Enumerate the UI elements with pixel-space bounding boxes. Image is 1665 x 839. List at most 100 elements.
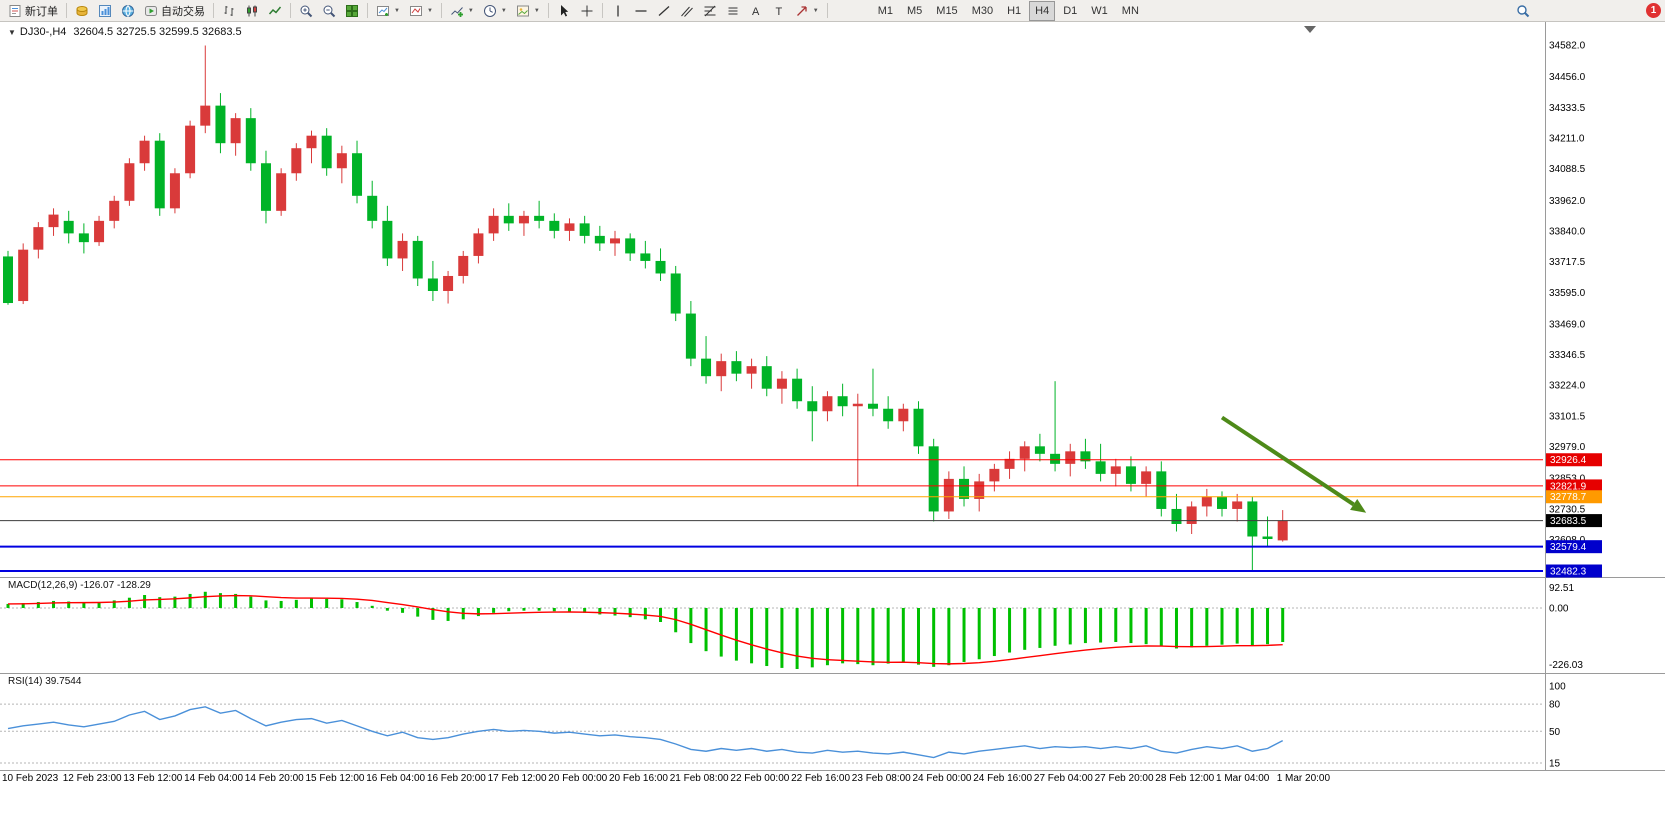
timeframe-group: M1 M5 M15 M30 H1 H4 D1 W1 MN — [872, 0, 1145, 21]
chart-profiles-button[interactable]: ▼ — [405, 1, 437, 21]
text-button[interactable]: A — [745, 1, 767, 21]
candle-body — [883, 408, 894, 422]
trend-arrow[interactable] — [1220, 415, 1367, 513]
community-button[interactable] — [117, 1, 139, 21]
timeframe-m30[interactable]: M30 — [971, 4, 994, 17]
bar-chart-mode-button[interactable] — [218, 1, 240, 21]
separator — [213, 3, 214, 18]
arrows-icon — [796, 5, 807, 16]
candle-body — [685, 313, 696, 359]
rsi-indicator-label: RSI(14) 39.7544 — [8, 676, 81, 687]
chevron-down-icon: ▼ — [394, 7, 400, 14]
rsi-scale-label: 100 — [1549, 682, 1566, 693]
candle-body — [169, 173, 180, 209]
notification-badge[interactable]: 1 — [1646, 3, 1661, 18]
zoom-in-button[interactable] — [295, 1, 317, 21]
one-click-expander[interactable]: ▼ — [8, 28, 16, 37]
trendline-icon — [658, 5, 670, 16]
date-label: 28 Feb 12:00 — [1155, 773, 1214, 784]
label-button[interactable]: T — [768, 1, 790, 21]
new-order-button[interactable]: 新订单 — [4, 1, 62, 21]
line-chart-mode-icon — [268, 6, 282, 14]
chart-symbol: DJ30-,H4 — [19, 26, 67, 38]
fibonacci-icon — [704, 5, 716, 16]
candle-body — [1232, 501, 1243, 509]
rsi-value: 39.7544 — [45, 676, 82, 687]
zoom-in-icon — [300, 5, 313, 17]
candle-body — [1034, 446, 1045, 454]
candle-body — [928, 446, 939, 512]
timeframe-mn[interactable]: MN — [1121, 4, 1139, 17]
separator — [826, 3, 828, 18]
tile-windows-icon — [346, 4, 358, 17]
timeframe-h1[interactable]: H1 — [1007, 4, 1022, 17]
candle-body — [48, 214, 59, 228]
line-chart-mode-button[interactable] — [264, 1, 286, 21]
candle-body — [336, 153, 347, 169]
new-chart-button[interactable]: ▼ — [372, 1, 404, 21]
arrows-button[interactable]: ▼ — [791, 1, 823, 21]
candle-body — [458, 255, 469, 276]
candle-body — [1247, 501, 1258, 537]
vertical-line-button[interactable] — [607, 1, 629, 21]
zoom-out-button[interactable] — [318, 1, 340, 21]
candle-body — [1277, 520, 1288, 541]
date-label: 16 Feb 04:00 — [366, 773, 425, 784]
timeframe-w1[interactable]: W1 — [1091, 4, 1108, 17]
price-axis[interactable]: 34582.0 34456.0 34333.5 34211.0 34088.5 33962… — [1549, 41, 1586, 547]
tile-windows-button[interactable] — [341, 1, 363, 21]
horizontal-line-icon — [635, 9, 647, 12]
market-watch-button[interactable] — [71, 1, 93, 21]
crosshair-button[interactable] — [576, 1, 598, 21]
price-tick: 33224.0 — [1549, 381, 1586, 392]
data-window-icon — [99, 4, 111, 17]
crosshair-icon — [581, 5, 593, 16]
templates-button[interactable]: ▼ — [512, 1, 544, 21]
timeframe-m1[interactable]: M1 — [877, 4, 893, 17]
price-tick: 32853.0 — [1549, 474, 1586, 485]
date-label: 27 Feb 20:00 — [1095, 773, 1154, 784]
timeframe-m5[interactable]: M5 — [907, 4, 923, 17]
candle-body — [913, 408, 924, 447]
shapes-button[interactable] — [722, 1, 744, 21]
candle-body — [1095, 461, 1106, 474]
chart-ohlc: 32604.5 32725.5 32599.5 32683.5 — [73, 26, 242, 38]
price-badge-label: 32926.4 — [1550, 455, 1587, 466]
chart-shift-marker[interactable] — [1304, 26, 1316, 33]
candle-body — [200, 105, 211, 126]
price-badge-32821.9 — [1546, 479, 1602, 493]
autotrade-button[interactable]: 自动交易 — [140, 1, 209, 21]
candle-body — [518, 215, 529, 224]
zoom-out-icon — [323, 5, 336, 17]
macd-pane: 92.51 0.00 -226.03 — [0, 583, 1583, 671]
fibonacci-button[interactable] — [699, 1, 721, 21]
macd-name: MACD(12,26,9) — [8, 580, 78, 591]
horizontal-line-button[interactable] — [630, 1, 652, 21]
timeframe-h4[interactable]: H4 — [1029, 0, 1056, 21]
timeframe-m15[interactable]: M15 — [936, 4, 958, 17]
date-label: 24 Feb 16:00 — [973, 773, 1032, 784]
periods-button[interactable]: ▼ — [479, 1, 511, 21]
candle-chart-mode-button[interactable] — [241, 1, 263, 21]
community-icon — [122, 4, 134, 17]
new-order-icon — [9, 4, 21, 17]
cursor-button[interactable] — [553, 1, 575, 21]
price-tick: 33346.5 — [1549, 350, 1586, 361]
candle-body — [625, 238, 636, 254]
rsi-line — [7, 706, 1284, 759]
channel-button[interactable] — [676, 1, 698, 21]
candle-body — [1004, 458, 1015, 469]
trendline-button[interactable] — [653, 1, 675, 21]
chevron-down-icon: ▼ — [812, 7, 819, 14]
data-window-button[interactable] — [94, 1, 116, 21]
indicators-button[interactable]: ▼ — [446, 1, 478, 21]
templates-icon — [516, 5, 529, 16]
search-button[interactable] — [1512, 1, 1534, 21]
svg-text:T: T — [775, 6, 782, 18]
timeframe-d1[interactable]: D1 — [1063, 4, 1078, 17]
macd-scale-label: -226.03 — [1549, 660, 1583, 671]
candle-body — [139, 140, 150, 164]
candle-body — [1080, 451, 1091, 462]
time-axis[interactable]: 10 Feb 2023 12 Feb 23:00 13 Feb 12:00 14 Fe… — [2, 773, 1331, 784]
